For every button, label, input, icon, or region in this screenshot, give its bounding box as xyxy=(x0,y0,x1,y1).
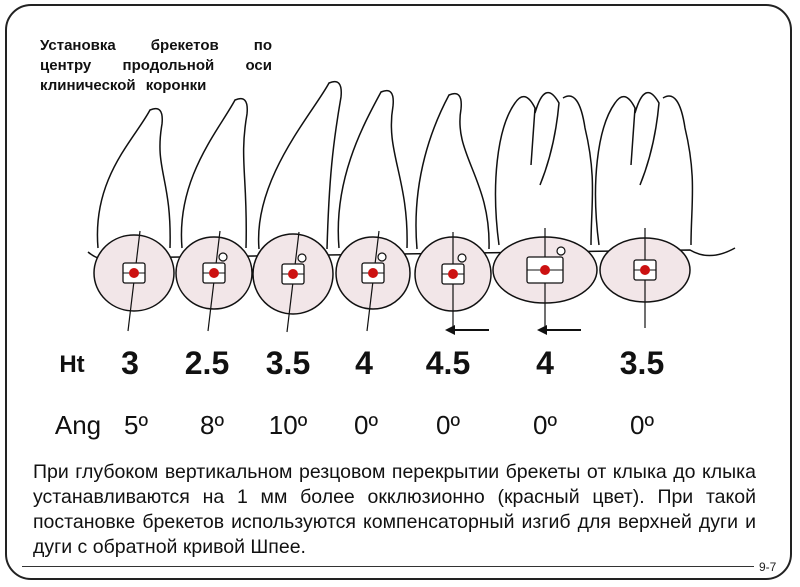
ht-value: 3.5 xyxy=(265,345,311,381)
tooth-root xyxy=(415,92,490,250)
ang-value: 0º xyxy=(354,410,378,440)
bracket-center-dot xyxy=(129,268,139,278)
bracket-hook xyxy=(218,252,228,262)
tooth-root xyxy=(594,91,694,246)
ht-value: 4 xyxy=(355,345,373,381)
ht-value: 4.5 xyxy=(425,345,471,381)
ht-value: 3 xyxy=(121,345,139,381)
slide-frame xyxy=(5,4,792,580)
ang-label: Ang xyxy=(54,410,102,440)
bracket-center-dot xyxy=(540,265,550,275)
diagram-title: Установка брекетов по центру продольной … xyxy=(40,37,272,94)
arrowhead-icon xyxy=(445,325,455,335)
tooth-root xyxy=(180,97,248,249)
tooth-root xyxy=(337,89,408,249)
ht-label: Ht xyxy=(59,351,85,378)
ang-value: 5º xyxy=(124,410,148,440)
bracket-center-dot xyxy=(448,269,458,279)
tooth-root xyxy=(96,107,171,249)
ang-row: Ang 5º 8º 10º 0º 0º 0º 0º xyxy=(0,410,800,450)
ang-value: 8º xyxy=(200,410,224,440)
bracket-center-dot xyxy=(288,269,298,279)
bracket-hook xyxy=(297,253,307,263)
bracket-hook xyxy=(457,253,467,263)
bracket-center-dot xyxy=(640,265,650,275)
ang-value: 10º xyxy=(268,410,308,440)
ht-row: Ht 3 2.5 3.5 4 4.5 4 3.5 xyxy=(0,345,800,385)
ang-value: 0º xyxy=(630,410,654,440)
bracket-hook xyxy=(377,252,387,262)
tooth-root xyxy=(257,80,342,250)
bracket-center-dot xyxy=(368,268,378,278)
description-text: При глубоком вертикальном резцовом перек… xyxy=(33,461,756,558)
ang-value: 0º xyxy=(436,410,460,440)
tooth-root xyxy=(494,91,594,246)
ht-value: 3.5 xyxy=(619,345,665,381)
ht-value: 4 xyxy=(536,345,554,381)
page-number: 9-7 xyxy=(759,560,777,574)
bracket-hook xyxy=(556,246,566,256)
bracket-center-dot xyxy=(209,268,219,278)
footer-rule xyxy=(22,566,754,567)
ang-value: 0º xyxy=(533,410,557,440)
ht-value: 2.5 xyxy=(184,345,230,381)
arrowhead-icon xyxy=(537,325,547,335)
